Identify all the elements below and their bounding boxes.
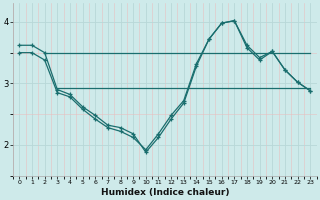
X-axis label: Humidex (Indice chaleur): Humidex (Indice chaleur)	[100, 188, 229, 197]
